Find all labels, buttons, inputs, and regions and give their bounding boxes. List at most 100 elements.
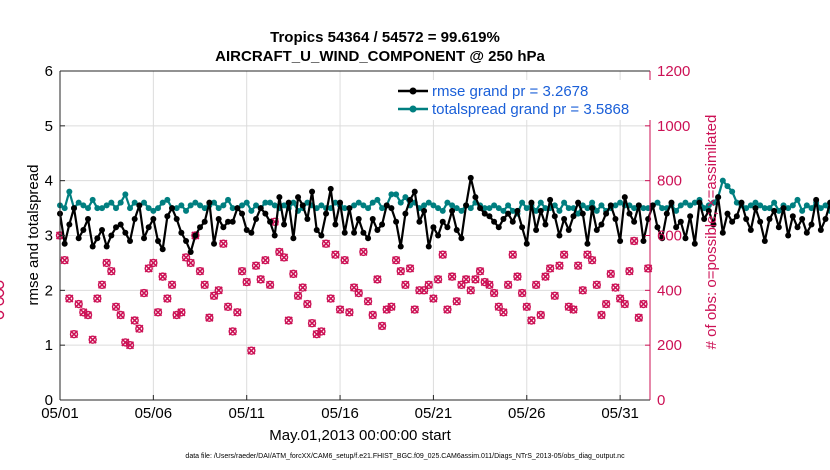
nobs-possible-marker [0, 297, 5, 306]
nobs-possible-marker [569, 305, 578, 314]
nobs-assimilated-marker [153, 308, 163, 317]
nobs-assimilated-marker [88, 335, 97, 344]
x-tick-label: 05/01 [41, 405, 79, 422]
nobs-possible-marker [69, 330, 79, 339]
nobs-possible-marker [177, 308, 186, 317]
totalspread-point [561, 199, 568, 206]
nobs-point [340, 255, 349, 265]
nobs-possible-marker [149, 258, 158, 268]
nobs-possible-marker [326, 294, 335, 303]
nobs-possible-marker [550, 291, 559, 301]
nobs-possible-marker [153, 308, 163, 317]
totalspread-point [505, 202, 512, 209]
totalspread-point [761, 205, 768, 212]
nobs-point [405, 264, 415, 273]
nobs-possible-marker [205, 313, 214, 322]
rmse-point [467, 174, 474, 181]
rmse-point [668, 199, 675, 206]
nobs-point [153, 308, 163, 317]
nobs-possible-marker [349, 283, 359, 292]
nobs-point [79, 308, 88, 317]
totalspread-point [215, 205, 222, 212]
totalspread-point [785, 205, 792, 212]
nobs-possible-marker [522, 302, 531, 311]
totalspread-point [425, 199, 432, 206]
rmse-point [136, 202, 143, 209]
rmse-point [710, 221, 717, 228]
rmse-point [551, 213, 558, 220]
totalspread-point [458, 207, 465, 214]
nobs-assimilated-marker [69, 330, 79, 339]
totalspread-point [691, 199, 698, 206]
rmse-point [453, 227, 460, 234]
nobs-assimilated-marker [102, 258, 111, 267]
nobs-possible-marker [625, 266, 634, 276]
nobs-assimilated-marker [233, 308, 242, 317]
totalspread-point [290, 199, 297, 206]
nobs-assimilated-marker [639, 299, 648, 309]
rmse-point [766, 216, 773, 223]
totalspread-point [822, 202, 829, 209]
rmse-point [108, 232, 115, 239]
totalspread-point [229, 205, 236, 212]
nobs-assimilated-marker [546, 264, 555, 273]
nobs-point [321, 239, 331, 248]
totalspread-point [360, 202, 367, 209]
chart-title-line1: Tropics 54364 / 54572 = 99.619% [270, 29, 500, 46]
nobs-assimilated-marker [392, 256, 401, 265]
rmse-point [355, 216, 362, 223]
nobs-point [559, 250, 569, 259]
nobs-point [620, 299, 629, 309]
nobs-assimilated-marker [83, 310, 93, 320]
nobs-point [499, 308, 508, 317]
nobs-point [639, 299, 648, 309]
nobs-possible-marker [186, 258, 195, 268]
rmse-point [617, 237, 624, 244]
nobs-possible-marker [158, 272, 167, 281]
y-left-tick-label: 6 [45, 63, 53, 80]
rmse-point [141, 235, 148, 242]
rmse-point [495, 224, 502, 231]
rmse-point [519, 224, 526, 231]
nobs-point [65, 294, 74, 303]
totalspread-point [682, 199, 689, 206]
totalspread-point [211, 199, 218, 206]
totalspread-point [598, 202, 605, 209]
nobs-possible-marker [410, 305, 419, 314]
nobs-assimilated-marker [312, 330, 321, 339]
totalspread-point [131, 199, 138, 206]
nobs-assimilated-marker [279, 253, 289, 262]
nobs-possible-marker [503, 280, 513, 290]
rmse-point [687, 213, 694, 220]
nobs-possible-marker [354, 288, 363, 298]
rmse-point [388, 205, 395, 212]
nobs-assimilated-marker [247, 346, 256, 355]
nobs-possible-marker [368, 310, 377, 320]
rmse-point [757, 218, 764, 225]
rmse-point [295, 194, 302, 201]
rmse-point [724, 210, 731, 217]
nobs-point [475, 266, 485, 276]
nobs-point [177, 308, 186, 317]
rmse-point [327, 185, 334, 192]
totalspread-point [509, 207, 516, 214]
totalspread-point [141, 199, 148, 206]
nobs-possible-marker [125, 340, 135, 350]
nobs-possible-marker [508, 250, 517, 259]
nobs-assimilated-marker [321, 239, 331, 248]
rmse-point [491, 218, 498, 225]
nobs-point [513, 272, 522, 281]
rmse-point [262, 210, 269, 217]
nobs-possible-marker [345, 308, 354, 317]
nobs-assimilated-marker [630, 236, 639, 246]
nobs-possible-marker [494, 302, 503, 311]
nobs-possible-marker [303, 299, 312, 309]
nobs-possible-marker [223, 302, 233, 311]
nobs-possible-marker [265, 280, 275, 290]
nobs-assimilated-marker [550, 291, 559, 300]
totalspread-point [659, 205, 666, 212]
nobs-assimilated-marker [331, 250, 340, 259]
x-tick-label: 05/06 [135, 405, 173, 422]
nobs-assimilated-marker [335, 305, 345, 314]
rmse-point [626, 210, 633, 217]
